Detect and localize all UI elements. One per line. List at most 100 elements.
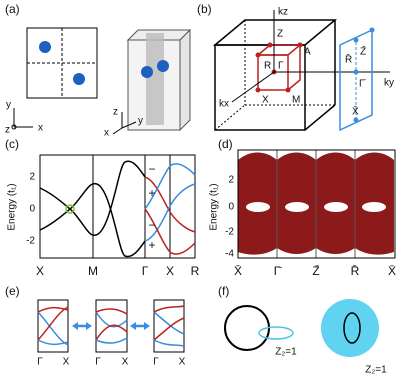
y-tick-label: -2: [225, 227, 234, 238]
panel-e-shape: [153, 339, 185, 347]
panel-f: [224, 299, 379, 357]
x-tick-label: X̄: [388, 264, 396, 278]
x-tick-label: Z̄: [312, 264, 319, 278]
x-tick-label: Γ: [37, 357, 43, 368]
panel-d-shape: [246, 202, 270, 212]
panel-d-shape: [237, 149, 396, 259]
panel-f-shape: [258, 326, 294, 340]
panel-e-shape: [86, 322, 92, 330]
point-label: R: [264, 61, 271, 72]
axis-label: ky: [384, 78, 394, 89]
panel-a-shape: [73, 73, 85, 85]
axis-label: kx: [219, 99, 229, 110]
panel-d-shape: [362, 202, 386, 212]
axis-label: x: [104, 128, 109, 139]
x-tick-label: Γ: [153, 357, 159, 368]
panel-e-shape: [153, 317, 185, 341]
panel-e-shape: [37, 306, 69, 313]
panel-label: (a): [5, 2, 20, 16]
panel-e-shape: [95, 311, 128, 328]
panel-e-shape: [95, 299, 128, 353]
panel-c-shape: [65, 204, 75, 214]
panel-c-shape: [39, 154, 196, 259]
panel-e-shape: [37, 299, 69, 353]
panel-c-shape: [144, 183, 196, 242]
panel-e-shape: [37, 339, 69, 346]
sign: −: [148, 218, 155, 232]
point-label: Γ: [278, 61, 284, 72]
sign: +: [148, 238, 155, 252]
point-label: R̄: [345, 53, 352, 66]
panel-b-shape: [287, 45, 301, 91]
panel-label: (b): [197, 2, 212, 16]
panel-a-shape: [39, 41, 51, 53]
panel-b-shape: [353, 69, 359, 75]
point-label: Z̄: [360, 45, 366, 58]
point-label: X: [262, 95, 269, 106]
panel-e-shape: [95, 324, 128, 341]
y-axis-label: Energy (t₁): [209, 183, 220, 230]
panel-b-shape: [353, 37, 359, 43]
panel-e-shape: [37, 311, 69, 346]
panel-a-shape: [146, 33, 164, 125]
panel-b-shape: [255, 44, 303, 56]
panel-label: (d): [218, 137, 233, 151]
point-label: Z: [277, 29, 283, 40]
panel-c-shape: [144, 163, 196, 210]
panel-e-shape: [95, 337, 128, 344]
panel-a-shape: [157, 60, 169, 72]
sign: +: [148, 186, 155, 200]
x-tick-label: X: [166, 264, 174, 278]
panel-e-shape: [144, 322, 150, 330]
axis-label: kz: [278, 7, 288, 18]
x-tick-label: X: [122, 357, 129, 368]
point-label: A: [304, 47, 311, 58]
panel-b-shape: [353, 117, 359, 123]
x-tick-label: X̄: [234, 264, 242, 278]
x-tick-label: Γ̄: [274, 264, 283, 278]
panel-b-shape: [369, 27, 375, 33]
panel-a-shape: [179, 28, 191, 132]
y-axis-label: Energy (t₁): [7, 183, 18, 230]
point-label: Γ̄: [359, 79, 367, 90]
panel-b-shape: [214, 104, 246, 131]
note: Z₂=1: [275, 347, 297, 358]
y-tick-label: 0: [228, 202, 234, 213]
panel-a-shape: [141, 66, 153, 78]
panel-f-shape: [224, 305, 270, 351]
panel-c: [39, 154, 196, 259]
point-label: X̄: [352, 105, 359, 118]
sign: −: [148, 162, 155, 176]
panel-b-shape: [231, 71, 275, 103]
panel-b-shape: [255, 87, 261, 93]
note: Z₂=1: [365, 365, 387, 376]
panel-d-shape: [324, 202, 348, 212]
panel-b-shape: [212, 19, 338, 46]
x-tick-label: X: [36, 264, 44, 278]
panel-f-shape: [321, 299, 379, 357]
y-tick-label: 2: [29, 172, 35, 183]
axis-label: z: [113, 107, 118, 118]
panel-e-shape: [37, 306, 69, 341]
panel-b-shape: [285, 87, 291, 93]
panel-label: (c): [5, 137, 19, 151]
axis-label: y: [6, 100, 11, 111]
panel-b-shape: [339, 28, 373, 132]
panel-label: (e): [5, 284, 20, 298]
x-tick-label: R̄: [351, 264, 360, 278]
panel-c-shape: [39, 183, 146, 258]
x-tick-label: X: [63, 357, 70, 368]
panel-b-shape: [267, 42, 273, 48]
point-label: M: [292, 95, 300, 106]
panel-c-shape: [39, 160, 146, 236]
panel-e-shape: [153, 311, 185, 335]
panel-e-shape: [153, 305, 185, 313]
x-tick-label: X: [179, 357, 186, 368]
panel-b: [212, 10, 390, 132]
axis-label: z: [5, 125, 10, 136]
y-tick-label: 2: [228, 175, 234, 186]
axis-label: y: [138, 116, 143, 127]
panel-e-shape: [130, 322, 136, 330]
y-tick-label: -2: [26, 236, 35, 247]
